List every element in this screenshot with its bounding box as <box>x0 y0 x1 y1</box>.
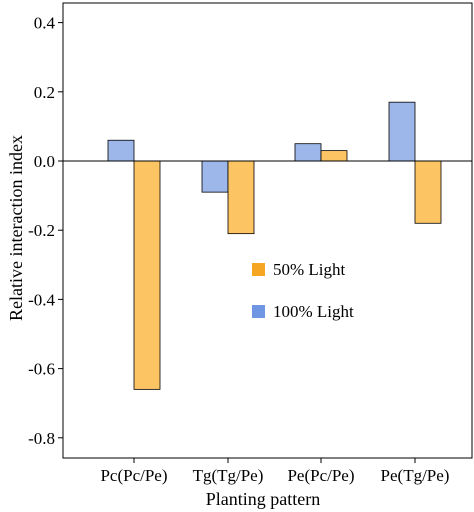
y-tick-label: 0.0 <box>34 152 55 171</box>
y-tick-label: -0.6 <box>28 360 55 379</box>
bar-100-light-2 <box>294 143 322 162</box>
x-tick-label: Pe(Pc/Pe) <box>287 466 354 485</box>
y-tick-label: 0.2 <box>34 83 55 102</box>
x-tick-label: Pe(Tg/Pe) <box>381 466 450 485</box>
y-tick-label: -0.4 <box>28 290 55 309</box>
legend: 50% Light 100% Light <box>252 260 354 321</box>
legend-label-100-light: 100% Light <box>273 302 354 321</box>
bar-100-light-3 <box>388 101 416 162</box>
bars-group <box>107 101 442 390</box>
y-axis-title: Relative interaction index <box>6 135 26 321</box>
y-axis: 0.4 0.2 0.0 -0.2 -0.4 -0.6 -0.8 <box>28 14 63 448</box>
bar-100-light-1 <box>201 160 229 193</box>
legend-swatch-100-light <box>252 305 265 318</box>
x-axis-title: Planting pattern <box>206 489 320 509</box>
y-tick-label: -0.8 <box>28 429 55 448</box>
bar-50-light-0 <box>133 160 161 390</box>
legend-label-50-light: 50% Light <box>273 260 346 279</box>
legend-swatch-50-light <box>252 263 265 276</box>
bar-50-light-2 <box>320 150 348 162</box>
y-tick-label: -0.2 <box>28 221 55 240</box>
x-axis: Pc(Pc/Pe) Tg(Tg/Pe) Pe(Pc/Pe) Pe(Tg/Pe) <box>100 458 449 485</box>
plot-frame <box>62 2 473 459</box>
bar-100-light-0 <box>107 139 135 162</box>
bar-50-light-1 <box>227 160 255 235</box>
x-tick-label: Pc(Pc/Pe) <box>100 466 167 485</box>
bar-50-light-3 <box>414 160 442 224</box>
y-tick-label: 0.4 <box>34 14 56 33</box>
x-tick-label: Tg(Tg/Pe) <box>193 466 264 485</box>
